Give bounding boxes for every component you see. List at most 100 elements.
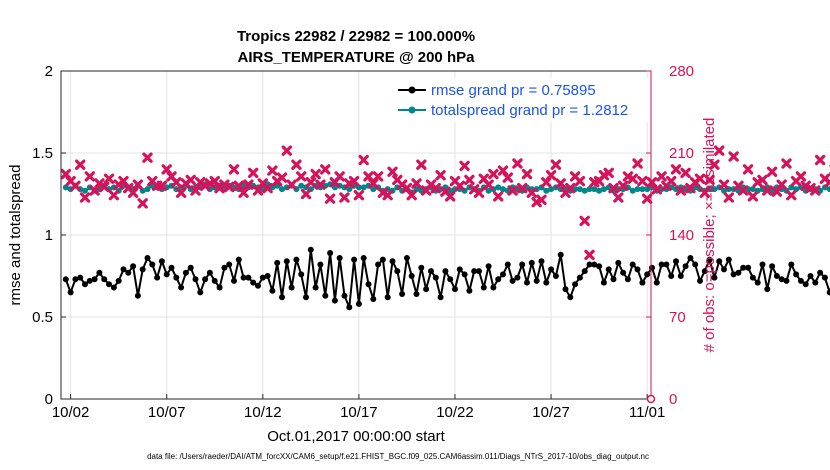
data-point — [206, 269, 213, 276]
data-point — [586, 186, 593, 193]
x-axis: 10/02 10/07 10/12 10/17 10/22 10/27 11/01 — [52, 394, 665, 421]
obs-count-marker — [324, 193, 336, 204]
obs-count-marker — [175, 187, 187, 199]
data-point — [317, 261, 324, 268]
obs-count-marker — [814, 154, 826, 166]
obs-count-marker — [550, 159, 562, 170]
footnote: data file: /Users/raeder/DAI/ATM_forcXX/… — [147, 452, 649, 461]
obs-count-marker — [776, 179, 787, 190]
data-point — [303, 294, 309, 301]
data-point — [437, 294, 444, 301]
data-point — [240, 274, 247, 281]
data-point — [591, 261, 598, 268]
obs-count-marker — [488, 168, 499, 180]
data-point — [639, 186, 646, 193]
legend: rmse grand pr = 0.75895 totalspread gran… — [393, 78, 648, 122]
obs-count-marker — [800, 180, 811, 191]
data-point — [706, 256, 713, 263]
obs-count-marker — [709, 159, 720, 170]
data-point — [182, 269, 189, 276]
data-point — [749, 186, 756, 193]
obs-count-marker — [127, 187, 139, 199]
data-point — [812, 279, 819, 286]
data-point — [716, 258, 723, 265]
data-series — [60, 145, 830, 311]
obs-count-marker — [103, 173, 115, 184]
obs-count-marker — [79, 192, 91, 203]
data-point — [745, 264, 752, 271]
obs-count-marker — [483, 179, 494, 190]
legend-rmse-marker — [408, 86, 416, 94]
data-point — [365, 281, 372, 288]
data-point — [596, 187, 603, 194]
obs-count-marker — [704, 174, 715, 186]
data-point — [202, 276, 209, 283]
obs-count-marker — [411, 178, 422, 189]
data-point — [72, 276, 79, 283]
data-point — [610, 276, 617, 283]
data-point — [298, 182, 305, 189]
data-point — [490, 284, 497, 291]
data-point — [139, 266, 146, 273]
data-point — [279, 186, 285, 193]
data-point — [528, 259, 535, 266]
obs-count-marker — [281, 145, 293, 156]
data-point — [403, 255, 410, 261]
data-point — [826, 186, 830, 193]
data-point — [110, 284, 117, 291]
y-axis-label: rmse and totalspread — [7, 165, 24, 306]
data-point — [701, 268, 708, 275]
data-point — [360, 255, 367, 261]
data-point — [423, 286, 430, 293]
data-point — [250, 279, 257, 286]
obs-count-marker — [315, 179, 326, 190]
obs-count-marker — [613, 192, 624, 203]
obs-count-marker — [238, 187, 249, 199]
obs-count-marker — [473, 187, 485, 199]
data-point — [629, 261, 636, 268]
y-tick-label: 0.5 — [32, 309, 53, 326]
data-point — [500, 271, 506, 278]
chart-subtitle: AIRS_TEMPERATURE @ 200 hPa — [238, 49, 476, 66]
obs-count-marker — [656, 171, 667, 182]
y-axis-right: 0 70 140 210 280 — [646, 63, 694, 408]
data-point — [394, 268, 401, 275]
data-point — [67, 289, 74, 296]
y-right-tick-label: 0 — [669, 391, 677, 408]
data-point — [692, 261, 699, 268]
obs-count-marker — [637, 175, 648, 187]
data-point — [826, 289, 830, 296]
data-point — [721, 266, 727, 273]
data-point — [658, 261, 665, 268]
data-point — [418, 264, 425, 271]
data-point — [754, 279, 761, 286]
data-point — [653, 279, 660, 286]
data-point — [581, 187, 588, 194]
obs-count-marker — [641, 193, 653, 204]
data-point — [274, 259, 281, 266]
obs-count-marker — [598, 170, 610, 181]
y-tick-label: 0 — [45, 391, 53, 408]
data-point — [115, 277, 122, 284]
data-point — [562, 286, 569, 293]
data-point — [86, 277, 93, 284]
data-point — [773, 273, 780, 279]
data-point — [346, 186, 353, 193]
obs-count-marker — [339, 192, 350, 203]
data-point — [197, 289, 204, 296]
obs-count-marker — [358, 154, 369, 166]
data-point — [379, 256, 386, 263]
data-point — [288, 284, 295, 291]
data-point — [591, 186, 598, 193]
data-point — [255, 282, 261, 289]
obs-count-marker — [670, 164, 682, 175]
obs-count-marker — [608, 182, 619, 194]
data-point — [519, 261, 526, 268]
obs-count-marker — [262, 182, 273, 194]
data-point — [783, 277, 790, 284]
data-point — [797, 277, 804, 284]
data-point — [764, 286, 771, 293]
data-point — [91, 276, 98, 283]
data-point — [125, 269, 132, 276]
data-point — [524, 279, 530, 286]
